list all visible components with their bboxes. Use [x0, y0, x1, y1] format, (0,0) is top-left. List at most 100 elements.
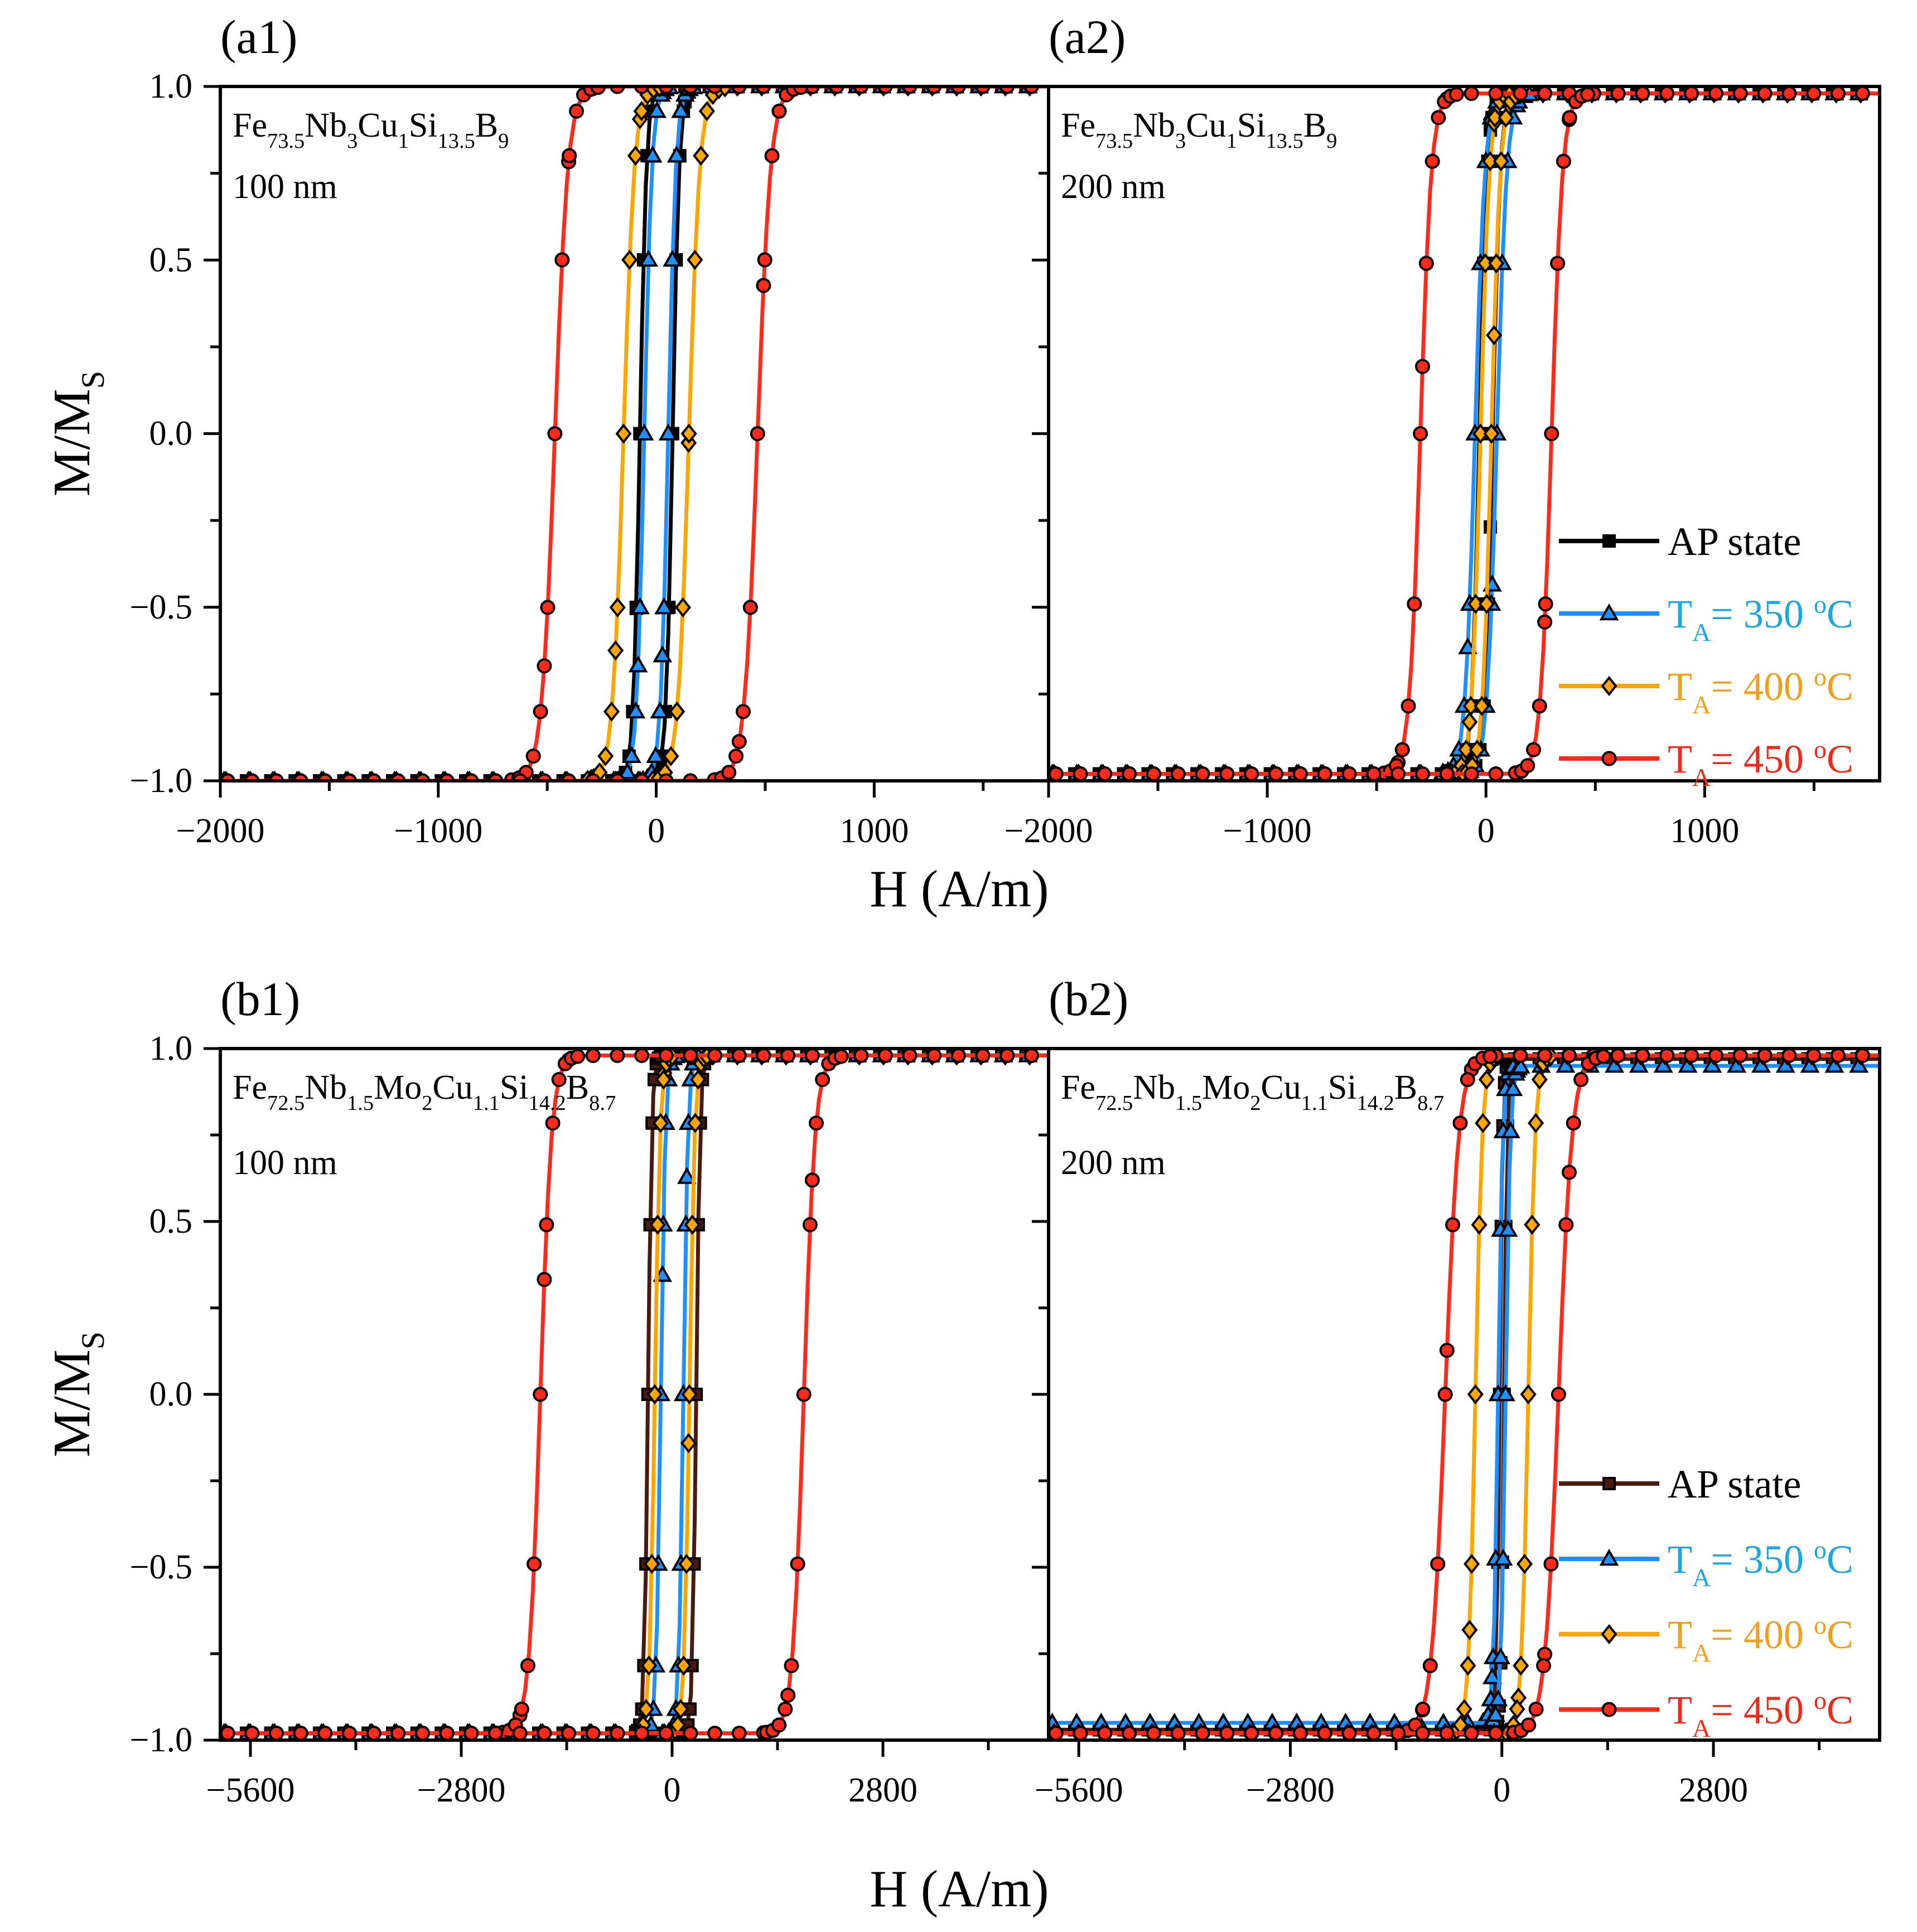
data-point	[1486, 1704, 1505, 1722]
data-point	[1488, 253, 1505, 274]
data-point	[1407, 596, 1422, 612]
data-point	[1073, 766, 1088, 781]
series-T400	[220, 1049, 1049, 1740]
data-point	[675, 1655, 692, 1676]
data-point	[950, 1049, 966, 1063]
data-point	[646, 1384, 663, 1405]
data-point	[1146, 766, 1161, 781]
panel-label: (b1)	[220, 972, 300, 1026]
data-point	[926, 1049, 942, 1063]
formula-subscript: 2	[1250, 1091, 1261, 1115]
data-point	[815, 1072, 830, 1088]
data-point	[638, 1699, 654, 1720]
legend-label-part: o	[1814, 1611, 1827, 1639]
data-point	[778, 1701, 793, 1717]
legend-label-T350: TA= 350 oC	[1668, 1535, 1853, 1592]
legend-label-part: o	[1814, 1535, 1827, 1564]
formula-subscript: 1.5	[1175, 1091, 1202, 1115]
legend-marker-T350	[1599, 603, 1619, 621]
data-point	[1537, 86, 1553, 101]
data-point	[585, 1726, 601, 1740]
data-point	[1464, 86, 1479, 102]
data-point	[742, 600, 758, 615]
y-tick-label: 1.0	[149, 67, 193, 105]
thickness-label: 200 nm	[1061, 168, 1166, 206]
formula-element: Cu	[432, 1069, 472, 1107]
data-point	[626, 701, 646, 719]
data-point	[1708, 1049, 1723, 1063]
formula-subscript: 8.7	[589, 1091, 616, 1115]
data-point	[533, 704, 548, 719]
formula-element: Fe	[233, 107, 267, 144]
formula-subscript: 13.5	[1266, 129, 1303, 153]
formula-element: B	[1394, 1069, 1417, 1107]
data-point	[639, 249, 658, 267]
data-point	[439, 1726, 455, 1740]
legend-label-part: o	[1814, 663, 1827, 691]
data-point	[537, 1272, 552, 1287]
y-axis-label: M/MS	[43, 1331, 111, 1457]
data-point	[561, 1726, 577, 1740]
data-point	[731, 1049, 747, 1063]
data-point	[1757, 1049, 1773, 1063]
data-point	[1629, 1055, 1649, 1073]
data-point	[809, 1115, 824, 1131]
data-point	[220, 1726, 235, 1740]
data-point	[1219, 1726, 1235, 1740]
composition-label: Fe72.5​Nb1.5​Mo2​Cu1.1​Si14.2​B8.7​	[1061, 1069, 1444, 1115]
x-tick-label: −1000	[394, 812, 482, 850]
formula-subscript: 8.7	[1417, 1091, 1444, 1115]
series-line-T400	[220, 1053, 1049, 1736]
legend-label-part: C	[1827, 1612, 1853, 1657]
data-point	[780, 1049, 796, 1063]
data-point	[1317, 1726, 1332, 1740]
series-line-T350	[220, 86, 1049, 781]
data-point	[537, 1726, 552, 1740]
data-point	[672, 1699, 689, 1720]
formula-subscript: 14.2	[529, 1091, 566, 1115]
data-point	[1292, 1726, 1308, 1740]
legend-label-part: T	[1668, 1612, 1692, 1657]
panel-3: (b2) −5600 −2800 0 2800 Fe72.5​Nb1.5​Mo2​Cu1.…	[1032, 972, 1881, 1809]
data-point	[975, 1049, 991, 1063]
data-point	[1462, 695, 1479, 716]
data-point	[1596, 1049, 1611, 1064]
data-point	[1292, 766, 1308, 781]
data-point	[796, 1387, 812, 1402]
formula-element: B	[566, 1069, 589, 1107]
data-point	[1781, 86, 1797, 101]
data-point	[1414, 1726, 1431, 1740]
data-point	[1341, 1726, 1357, 1740]
data-point	[1516, 1554, 1533, 1574]
data-point	[1824, 1055, 1844, 1073]
formula-element: Mo	[374, 1069, 422, 1107]
data-point	[1467, 1384, 1484, 1405]
data-point	[680, 1433, 697, 1453]
legend-label-part: A	[1692, 1563, 1711, 1592]
legend-label-part: T	[1668, 1537, 1692, 1582]
data-point	[1425, 153, 1440, 169]
panel-data	[1049, 86, 1880, 781]
legend-label-part: C	[1827, 1688, 1853, 1732]
data-point	[1498, 1220, 1518, 1237]
x-tick-label: −2000	[176, 812, 265, 850]
formula-subscript: 1	[1227, 129, 1237, 153]
data-point	[1537, 1049, 1553, 1063]
data-point	[1556, 153, 1571, 169]
data-point	[547, 426, 563, 442]
data-point	[681, 1384, 698, 1405]
data-point	[1431, 110, 1446, 125]
data-point	[1437, 1387, 1453, 1402]
panel-1: (a2)−2000−100001000Fe73.5​Nb3​Cu1​Si13.5…	[1005, 10, 1881, 850]
data-point	[1170, 766, 1186, 781]
data-point	[1244, 1726, 1259, 1740]
data-point	[1448, 86, 1464, 102]
data-point	[683, 1726, 698, 1740]
data-point	[1486, 107, 1503, 128]
data-point	[1491, 1647, 1510, 1664]
data-point	[1806, 86, 1822, 101]
series-line-T400	[220, 1053, 1049, 1736]
data-point	[1439, 1726, 1455, 1740]
data-point	[1702, 1055, 1722, 1073]
